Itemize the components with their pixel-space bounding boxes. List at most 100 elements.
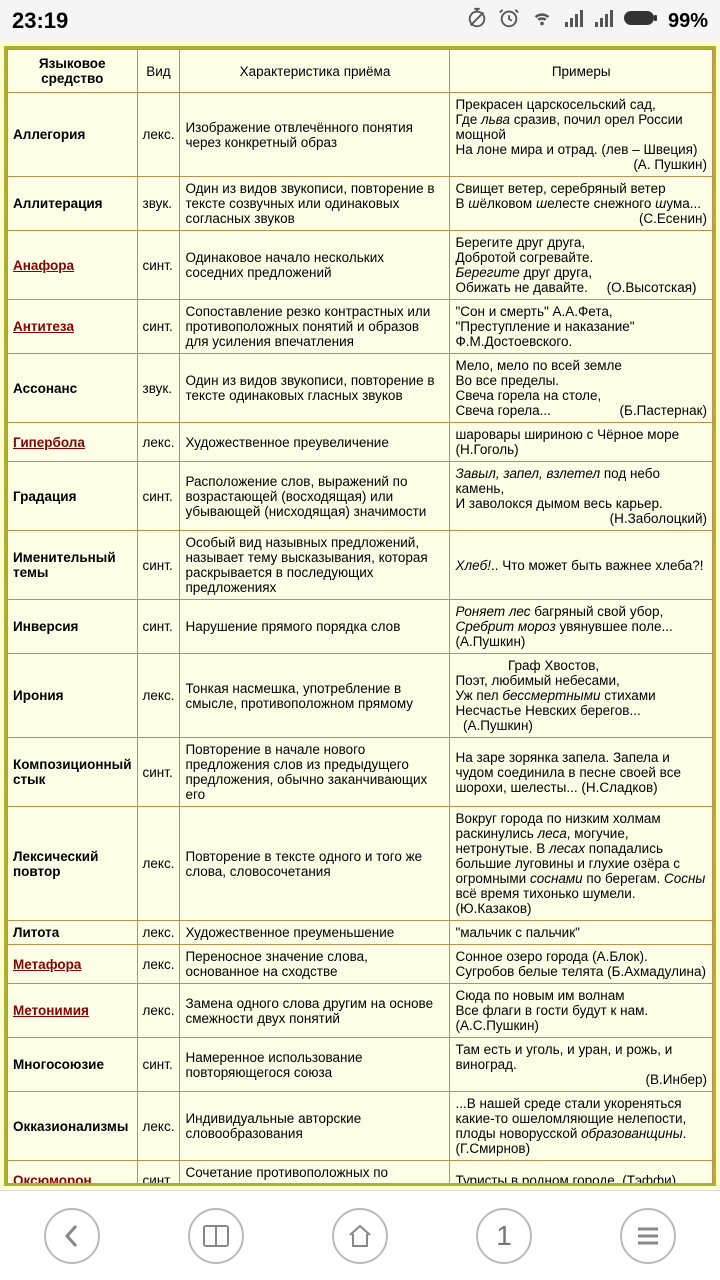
header-example: Примеры (450, 50, 713, 93)
cell-desc: Особый вид назывных предложений, называе… (180, 531, 450, 600)
cell-type: синт. (137, 738, 180, 807)
term-link[interactable]: Метонимия (13, 1003, 89, 1018)
cell-example: Прекрасен царскосельский сад,Где льва ср… (450, 93, 713, 177)
table-row: Лексический повторлекс.Повторение в текс… (8, 807, 713, 921)
cell-example: Берегите друг друга,Добротой согревайте.… (450, 231, 713, 300)
cell-desc: Сопоставление резко контрастных или прот… (180, 300, 450, 354)
mute-icon (466, 7, 488, 35)
header-type: Вид (137, 50, 180, 93)
cell-term: Лексический повтор (8, 807, 138, 921)
cell-example: Свищет ветер, серебряный ветерВ шёлковом… (450, 177, 713, 231)
status-time: 23:19 (12, 8, 466, 34)
cell-type: лекс. (137, 654, 180, 738)
cell-type: лекс. (137, 807, 180, 921)
cell-type: лекс. (137, 93, 180, 177)
cell-desc: Один из видов звукописи, повторение в те… (180, 354, 450, 423)
cell-term: Оксюморон (8, 1161, 138, 1187)
term-link[interactable]: Метафора (13, 957, 81, 972)
nav-reader-button[interactable] (188, 1208, 244, 1264)
cell-desc: Переносное значение слова, основанное на… (180, 945, 450, 984)
status-bar: 23:19 99% (0, 0, 720, 42)
table-row: Антитеза синт.Сопоставление резко контрас… (8, 300, 713, 354)
table-row: Метафора лекс.Переносное значение слова, … (8, 945, 713, 984)
cell-desc: Повторение в тексте одного и того же сло… (180, 807, 450, 921)
table-row: Литоталекс.Художественное преуменьшение"… (8, 921, 713, 945)
nav-menu-button[interactable] (620, 1208, 676, 1264)
cell-type: лекс. (137, 921, 180, 945)
cell-desc: Повторение в начале нового предложения с… (180, 738, 450, 807)
table-row: Инверсиясинт.Нарушение прямого порядка с… (8, 600, 713, 654)
cell-desc: Художественное преувеличение (180, 423, 450, 462)
cell-term: Ассонанс (8, 354, 138, 423)
signal-icon-2 (594, 8, 614, 34)
cell-type: синт. (137, 462, 180, 531)
table-row: Гипербола лекс.Художественное преувеличен… (8, 423, 713, 462)
table-row: Оксюморон синт.Сочетание противоположных … (8, 1161, 713, 1187)
cell-example: Хлеб!.. Что может быть важнее хлеба?! (450, 531, 713, 600)
term-link[interactable]: Анафора (13, 258, 74, 273)
battery-icon (624, 9, 658, 33)
term-link[interactable]: Оксюморон (13, 1173, 92, 1187)
term-link[interactable]: Гипербола (13, 435, 85, 450)
table-row: Аллитерациязвук.Один из видов звукописи,… (8, 177, 713, 231)
cell-example: Вокруг города по низким холмам раскинули… (450, 807, 713, 921)
table-row: Ассонансзвук.Один из видов звукописи, по… (8, 354, 713, 423)
table-row: Анафорасинт.Одинаковое начало нескольких… (8, 231, 713, 300)
cell-type: синт. (137, 231, 180, 300)
cell-term: Композиционный стык (8, 738, 138, 807)
content-area: Языковое средство Вид Характеристика при… (0, 42, 720, 1190)
cell-type: лекс. (137, 945, 180, 984)
header-term: Языковое средство (8, 50, 138, 93)
cell-desc: Намеренное использование повторяющегося … (180, 1038, 450, 1092)
cell-desc: Художественное преуменьшение (180, 921, 450, 945)
table-row: Аллегориялекс.Изображение отвлечённого п… (8, 93, 713, 177)
cell-example: Туристы в родном городе. (Тэффи) (450, 1161, 713, 1187)
table-row: Именительный темысинт.Особый вид назывны… (8, 531, 713, 600)
cell-example: Завыл, запел, взлетел под небо камень,И … (450, 462, 713, 531)
cell-desc: Один из видов звукописи, повторение в те… (180, 177, 450, 231)
wifi-icon (530, 7, 554, 35)
nav-bar: 1 (0, 1190, 720, 1280)
cell-type: лекс. (137, 984, 180, 1038)
cell-term: Инверсия (8, 600, 138, 654)
nav-page-button[interactable]: 1 (476, 1208, 532, 1264)
cell-example: Мело, мело по всей землеВо все пределы.С… (450, 354, 713, 423)
cell-term: Аллитерация (8, 177, 138, 231)
cell-desc: Расположение слов, выражений по возраста… (180, 462, 450, 531)
cell-type: звук. (137, 177, 180, 231)
cell-example: Сюда по новым им волнамВсе флаги в гости… (450, 984, 713, 1038)
cell-type: лекс. (137, 423, 180, 462)
cell-term: Аллегория (8, 93, 138, 177)
cell-example: Сонное озеро города (А.Блок). Сугробов б… (450, 945, 713, 984)
literary-devices-table: Языковое средство Вид Характеристика при… (7, 49, 713, 1186)
cell-term: Гипербола (8, 423, 138, 462)
cell-term: Градация (8, 462, 138, 531)
nav-back-button[interactable] (44, 1208, 100, 1264)
cell-type: синт. (137, 1161, 180, 1187)
nav-page-number: 1 (496, 1220, 512, 1252)
cell-type: синт. (137, 300, 180, 354)
cell-desc: Тонкая насмешка, употребление в смысле, … (180, 654, 450, 738)
battery-percent: 99% (668, 10, 708, 33)
cell-example: "мальчик с пальчик" (450, 921, 713, 945)
cell-desc: Нарушение прямого порядка слов (180, 600, 450, 654)
cell-example: ...В нашей среде стали укореняться какие… (450, 1092, 713, 1161)
table-row: Градациясинт.Расположение слов, выражени… (8, 462, 713, 531)
cell-term: Антитеза (8, 300, 138, 354)
cell-term: Многосоюзие (8, 1038, 138, 1092)
alarm-icon (498, 7, 520, 35)
cell-type: синт. (137, 600, 180, 654)
term-link[interactable]: Антитеза (13, 319, 74, 334)
cell-desc: Сочетание противоположных по значению сл… (180, 1161, 450, 1187)
nav-home-button[interactable] (332, 1208, 388, 1264)
cell-term: Ирония (8, 654, 138, 738)
table-header-row: Языковое средство Вид Характеристика при… (8, 50, 713, 93)
cell-example: шаровары шириною с Чёрное море (Н.Гоголь… (450, 423, 713, 462)
cell-desc: Индивидуальные авторские словообразовани… (180, 1092, 450, 1161)
cell-type: синт. (137, 531, 180, 600)
cell-term: Метонимия (8, 984, 138, 1038)
cell-term: Анафора (8, 231, 138, 300)
header-desc: Характеристика приёма (180, 50, 450, 93)
cell-term: Именительный темы (8, 531, 138, 600)
cell-desc: Изображение отвлечённого понятия через к… (180, 93, 450, 177)
